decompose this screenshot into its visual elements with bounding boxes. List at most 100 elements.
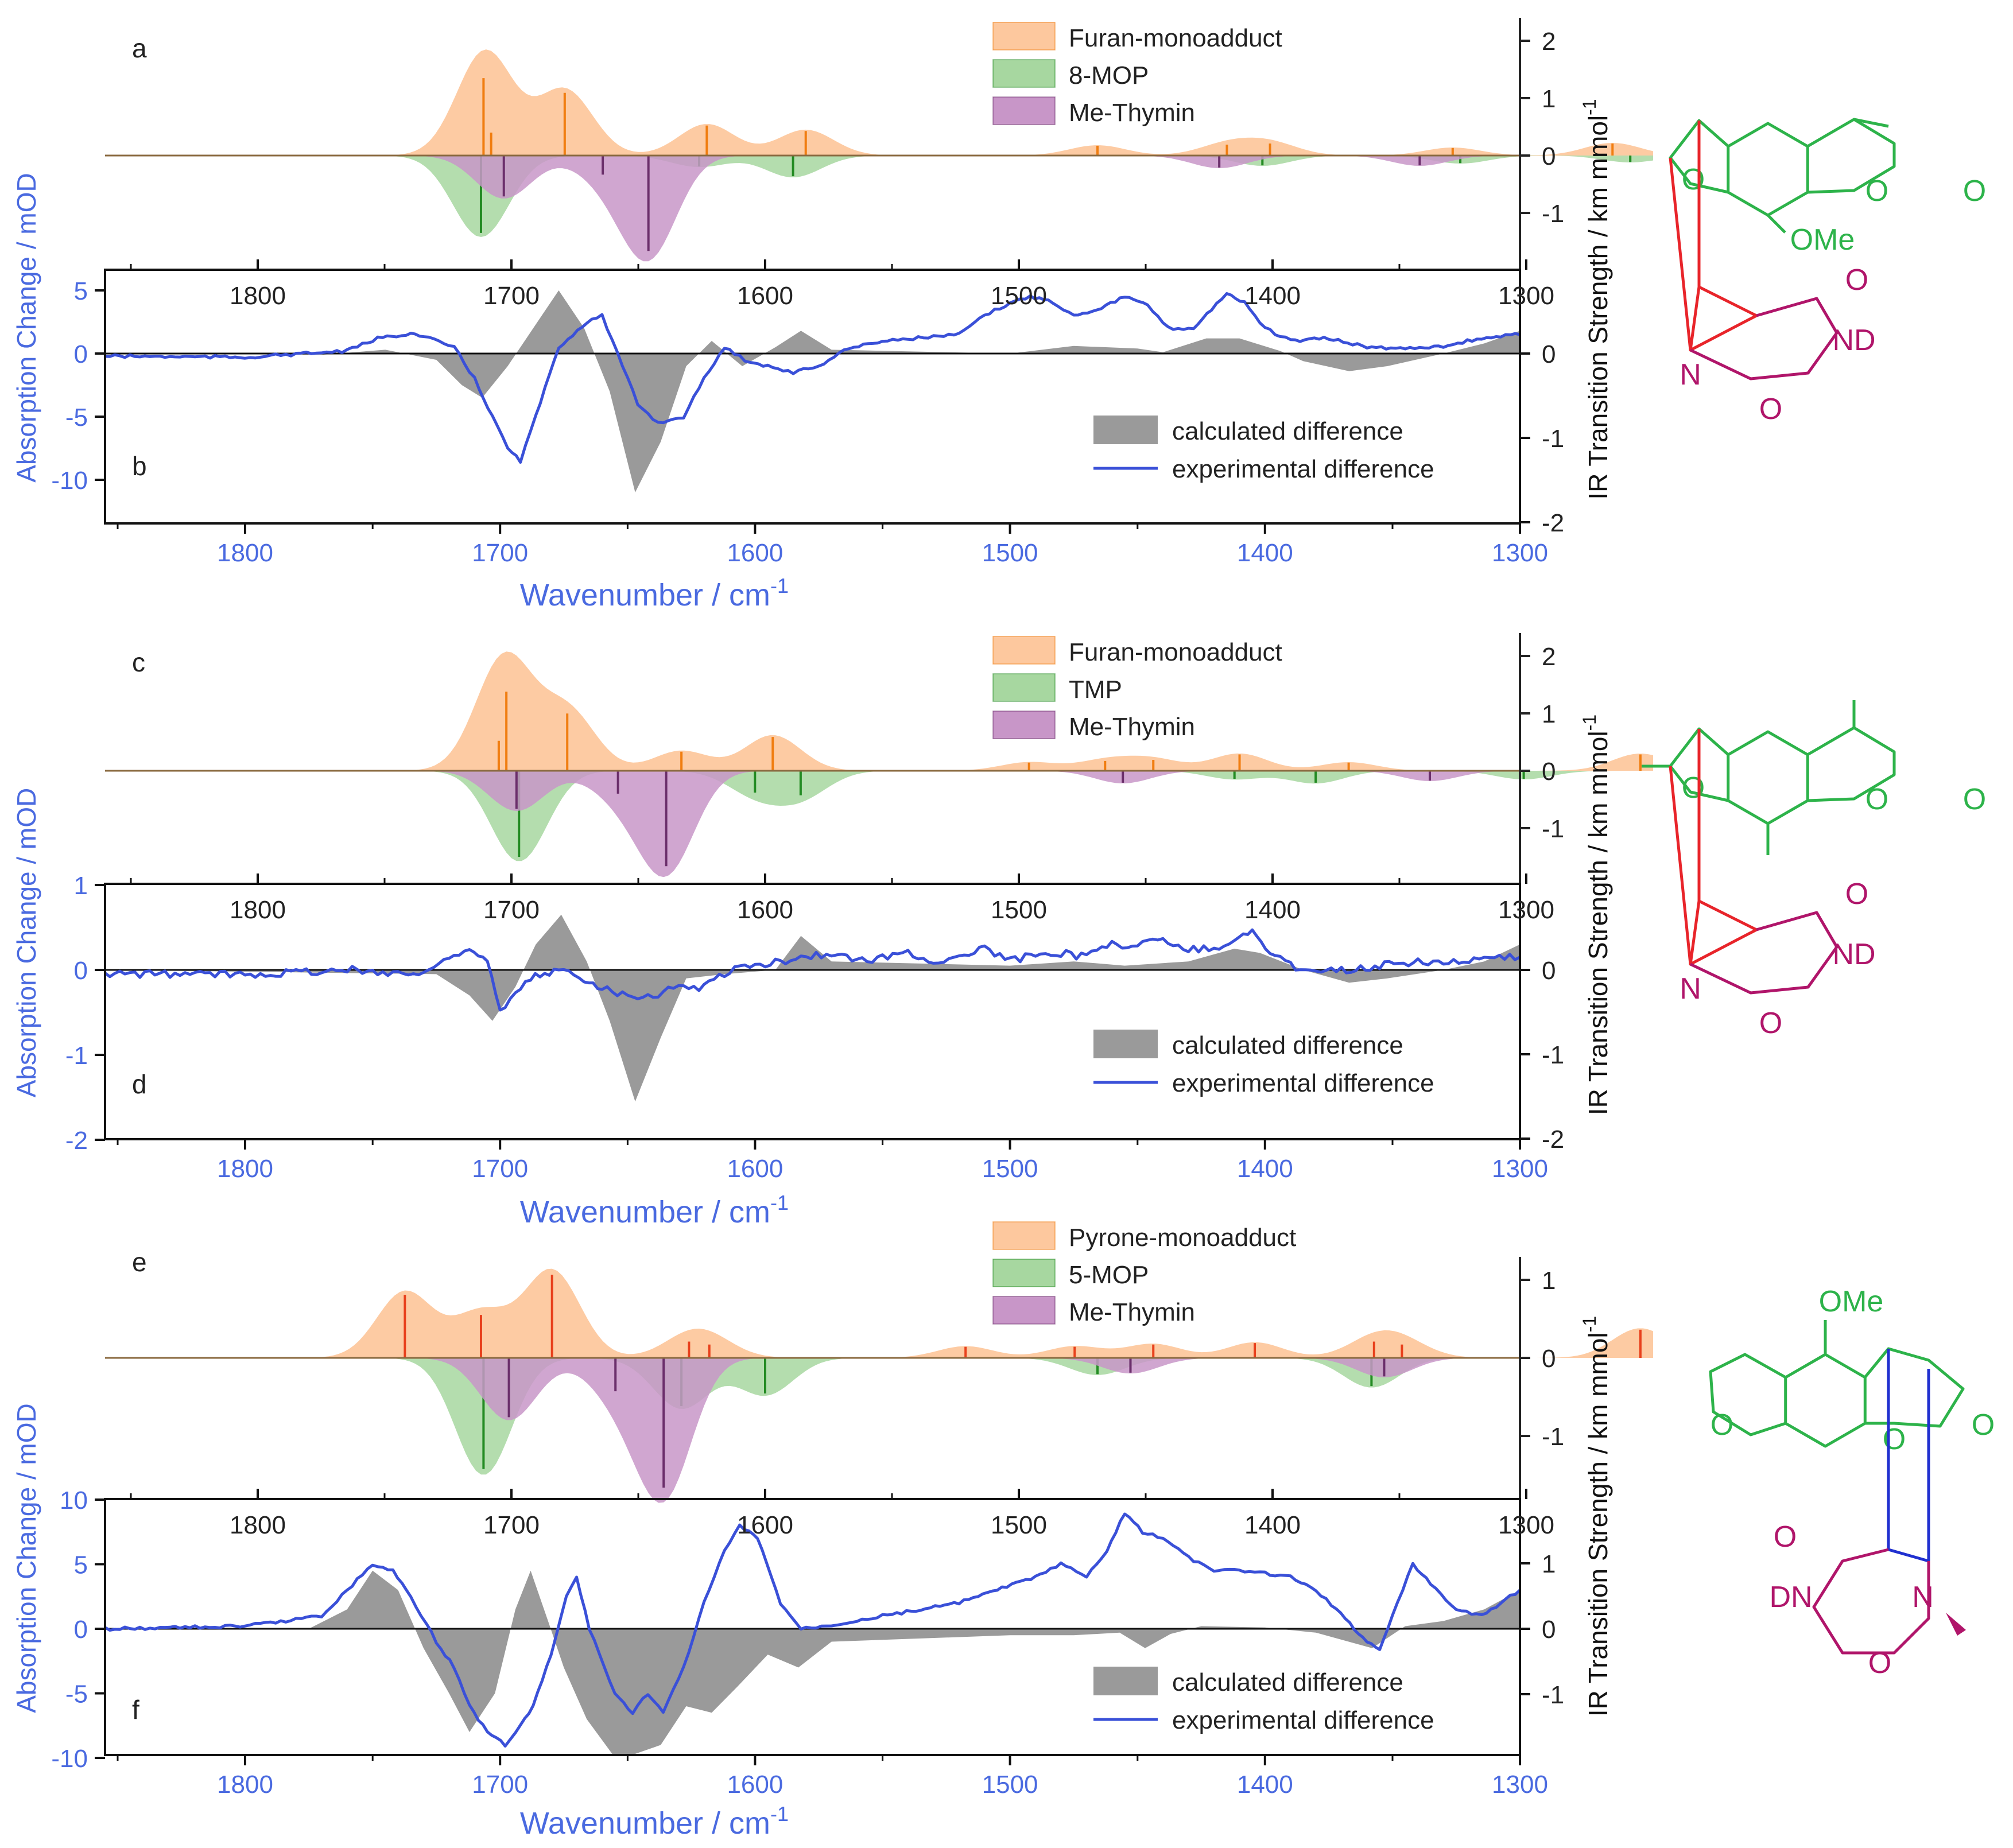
legend-label: experimental difference [1172,1706,1434,1734]
right-tick-label: 0 [1542,758,1556,786]
atom-o: O [1711,1408,1733,1442]
experimental-difference-line [104,1512,1521,1748]
left-tick-label: -2 [65,1127,88,1155]
bottom-tick-label: 1400 [1237,1155,1293,1183]
legend-swatch-0 [992,1221,1056,1250]
right-tick-label: 2 [1542,643,1556,671]
legend-swatch-1 [992,673,1056,702]
atom-o: O [1774,1520,1797,1554]
bottom-tick-label: 1500 [982,1771,1038,1799]
atom-n: N [1680,358,1701,391]
atom-dn: DN [1769,1581,1812,1614]
top-tick-label: 1700 [483,896,540,924]
top-tick-label: 1800 [230,896,286,924]
right-tick-label: -1 [1542,200,1564,228]
top-tick-label: 1700 [483,282,540,310]
legend-label: 8-MOP [1069,61,1149,90]
benzene-ring [1784,1353,1867,1448]
legend-label: Pyrone-monoadduct [1069,1224,1296,1252]
right-tick-label: 0 [1542,1616,1556,1644]
legend-swatch-0 [992,22,1056,51]
legend-label: calculated difference [1172,1031,1403,1059]
top-tick-label: 1600 [737,896,793,924]
bottom-tick-label: 1600 [727,1771,783,1799]
legend-swatch-calculated [1093,1030,1158,1058]
bridge-bond [1887,1349,1930,1563]
bridge-bond [1669,729,1701,966]
legend-swatch-1 [992,1259,1056,1287]
panel-c-stick-spectrum: 2 1 0 -1 c Furan-monoadduct TMP Me-Thymin [105,633,1653,884]
top-tick-label: 1600 [737,282,793,310]
bottom-tick-label: 1700 [472,1155,528,1183]
top-tick-label: 1500 [991,282,1047,310]
legend-swatch-calculated [1093,1667,1158,1695]
right-tick-label: 1 [1542,1550,1556,1578]
methyl-wedge [1659,396,1679,416]
top-tick-label: 1400 [1244,1511,1301,1539]
x-axis-label: Wavenumber / cm-1 [520,1191,789,1229]
top-tick-label: 1600 [737,1511,793,1539]
panel-label-c: c [132,647,145,677]
atom-ome: OMe [1819,1285,1884,1318]
x-axis-label: Wavenumber / cm-1 [520,574,789,612]
legend-label: calculated difference [1172,417,1403,445]
left-tick-label: 1 [74,872,88,900]
right-tick-label: -2 [1542,1125,1564,1154]
experimental-difference-line [104,292,1521,464]
methyl-wedge [1659,1010,1679,1030]
series-furan-monoadduct-envelope [131,49,1653,156]
series-5-mop-envelope [131,1358,1653,1475]
left-tick-label: 0 [74,1616,88,1644]
right-tick-label: 1 [1542,1267,1556,1295]
right-tick-label: 0 [1542,957,1556,985]
legend-label: Me-Thymin [1069,713,1195,741]
atom-o: O [1963,783,1986,816]
x-axis-label-text: Wavenumber / cm [520,578,770,612]
atom-o: O [1865,174,1888,208]
bond [1767,214,1786,234]
legend-label: experimental difference [1172,455,1434,483]
left-tick-label: 0 [74,340,88,368]
left-tick-label: -10 [51,1745,88,1773]
benzene-ring [1727,730,1809,825]
thymine-ring [1812,1548,1930,1655]
x-axis-label-sup: -1 [770,1802,789,1826]
right-tick-label: 0 [1542,1345,1556,1373]
right-tick-label: 0 [1542,340,1556,368]
y-axis-label-right-sup: -1 [1579,99,1600,115]
bond [1853,118,1889,128]
bridge-bond [1689,899,1758,966]
top-tick-label: 1800 [230,1511,286,1539]
structure-c: O O O O ND N O [1642,700,1986,1040]
legend-swatch-calculated [1093,416,1158,444]
panel-label-b: b [132,451,147,481]
bottom-tick-label: 1500 [982,539,1038,567]
right-tick-label: 2 [1542,28,1556,56]
furan-ring [1709,1353,1787,1437]
x-axis-label: Wavenumber / cm-1 [520,1802,789,1841]
y-axis-label-right-text: IR Transition Strength / km mmol [1583,731,1613,1115]
atom-o: O [1883,1423,1906,1456]
atom-o: O [1682,163,1705,196]
left-tick-label: 5 [74,1551,88,1579]
atom-o: O [1963,174,1986,208]
atom-n: N [1680,972,1701,1005]
panel-b-difference: 1800 1700 1600 1500 1400 1300 1800 1700 1600 1500… [11,99,1613,612]
plot-frame [104,883,1521,1140]
atom-o: O [1865,783,1888,816]
series-me-thymin-envelope [131,156,1653,262]
x-axis-label-text: Wavenumber / cm [520,1806,770,1841]
atom-o: O [1845,263,1868,297]
y-axis-label-left: Absorption Change / mOD [11,173,41,483]
panel-label-e: e [132,1247,147,1277]
thymine-ring [1689,911,1839,995]
y-axis-label-right: IR Transition Strength / km mmol-1 [1579,715,1613,1115]
bottom-tick-label: 1400 [1237,539,1293,567]
y-axis-label-left: Absorption Change / mOD [11,788,41,1098]
x-axis-label-text: Wavenumber / cm [520,1195,770,1229]
legend-swatch-0 [992,636,1056,665]
y-axis-label-right: IR Transition Strength / km mmol-1 [1579,1316,1613,1717]
legend-swatch-1 [992,59,1056,88]
